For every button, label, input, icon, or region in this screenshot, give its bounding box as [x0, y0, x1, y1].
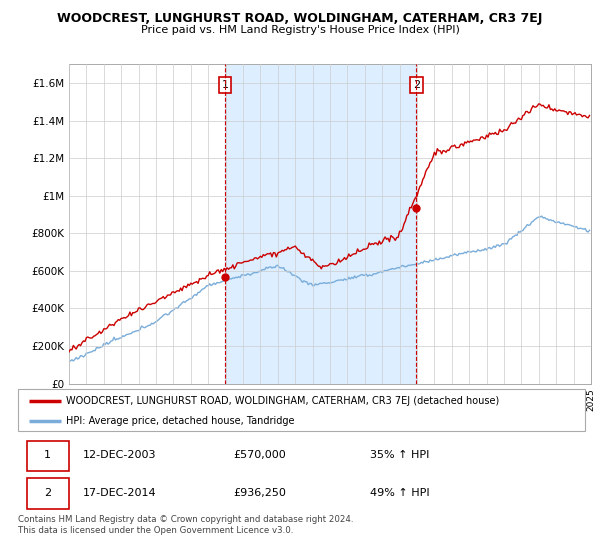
Text: 17-DEC-2014: 17-DEC-2014	[83, 488, 157, 498]
Text: Price paid vs. HM Land Registry's House Price Index (HPI): Price paid vs. HM Land Registry's House …	[140, 25, 460, 35]
FancyBboxPatch shape	[26, 441, 69, 471]
Bar	[225, 64, 416, 384]
Text: 2: 2	[44, 488, 52, 498]
Text: 12-DEC-2003: 12-DEC-2003	[83, 450, 157, 460]
Text: WOODCREST, LUNGHURST ROAD, WOLDINGHAM, CATERHAM, CR3 7EJ (detached house): WOODCREST, LUNGHURST ROAD, WOLDINGHAM, C…	[66, 396, 499, 406]
Text: WOODCREST, LUNGHURST ROAD, WOLDINGHAM, CATERHAM, CR3 7EJ: WOODCREST, LUNGHURST ROAD, WOLDINGHAM, C…	[58, 12, 542, 25]
Text: £570,000: £570,000	[233, 450, 286, 460]
Text: 49% ↑ HPI: 49% ↑ HPI	[370, 488, 429, 498]
Text: 1: 1	[44, 450, 51, 460]
FancyBboxPatch shape	[26, 478, 69, 508]
Text: £936,250: £936,250	[233, 488, 286, 498]
Text: 2: 2	[413, 80, 420, 90]
Text: HPI: Average price, detached house, Tandridge: HPI: Average price, detached house, Tand…	[66, 416, 295, 426]
Text: 1: 1	[221, 80, 229, 90]
Text: 35% ↑ HPI: 35% ↑ HPI	[370, 450, 429, 460]
Text: Contains HM Land Registry data © Crown copyright and database right 2024.
This d: Contains HM Land Registry data © Crown c…	[18, 515, 353, 535]
